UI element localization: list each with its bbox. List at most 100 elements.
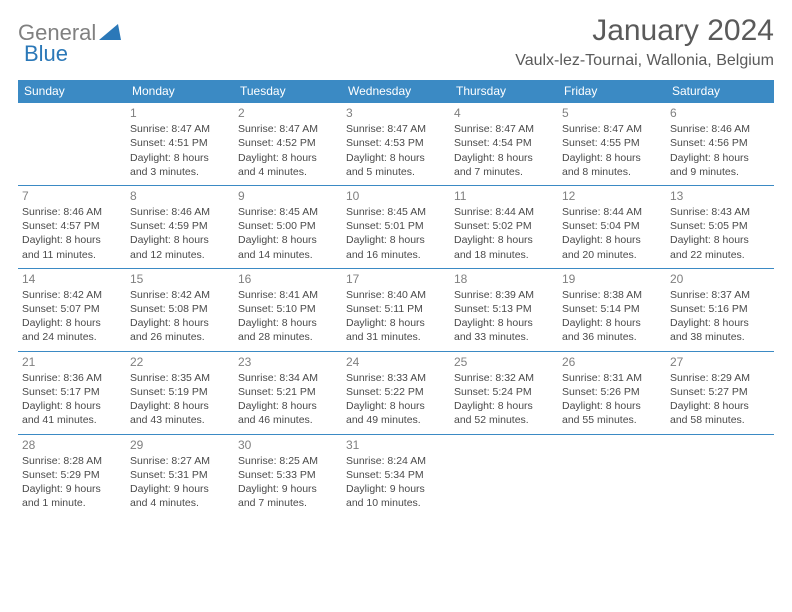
weekday-header-row: Sunday Monday Tuesday Wednesday Thursday… (18, 80, 774, 103)
weekday-header: Tuesday (234, 80, 342, 103)
sunrise-text: Sunrise: 8:41 AM (238, 288, 338, 302)
sunset-text: Sunset: 5:19 PM (130, 385, 230, 399)
day-cell: 27Sunrise: 8:29 AMSunset: 5:27 PMDayligh… (666, 351, 774, 434)
day-cell: 4Sunrise: 8:47 AMSunset: 4:54 PMDaylight… (450, 103, 558, 186)
daylight-text: Daylight: 8 hours (22, 399, 122, 413)
sunset-text: Sunset: 4:55 PM (562, 136, 662, 150)
day-number: 20 (670, 271, 770, 287)
daylight-text: Daylight: 8 hours (238, 233, 338, 247)
daylight-text: and 4 minutes. (238, 165, 338, 179)
day-number: 5 (562, 105, 662, 121)
sunset-text: Sunset: 5:33 PM (238, 468, 338, 482)
day-cell: 17Sunrise: 8:40 AMSunset: 5:11 PMDayligh… (342, 268, 450, 351)
day-cell: 21Sunrise: 8:36 AMSunset: 5:17 PMDayligh… (18, 351, 126, 434)
daylight-text: and 22 minutes. (670, 248, 770, 262)
sunrise-text: Sunrise: 8:40 AM (346, 288, 446, 302)
day-cell: 5Sunrise: 8:47 AMSunset: 4:55 PMDaylight… (558, 103, 666, 186)
day-cell (558, 434, 666, 516)
daylight-text: and 33 minutes. (454, 330, 554, 344)
sunrise-text: Sunrise: 8:44 AM (454, 205, 554, 219)
sunset-text: Sunset: 5:07 PM (22, 302, 122, 316)
sunrise-text: Sunrise: 8:47 AM (238, 122, 338, 136)
location-subtitle: Vaulx-lez-Tournai, Wallonia, Belgium (515, 52, 774, 70)
daylight-text: Daylight: 9 hours (238, 482, 338, 496)
daylight-text: Daylight: 8 hours (130, 151, 230, 165)
sunrise-text: Sunrise: 8:38 AM (562, 288, 662, 302)
day-number: 6 (670, 105, 770, 121)
sunrise-text: Sunrise: 8:45 AM (346, 205, 446, 219)
daylight-text: and 16 minutes. (346, 248, 446, 262)
daylight-text: Daylight: 8 hours (670, 399, 770, 413)
week-row: 14Sunrise: 8:42 AMSunset: 5:07 PMDayligh… (18, 268, 774, 351)
day-cell (450, 434, 558, 516)
day-cell (666, 434, 774, 516)
daylight-text: and 3 minutes. (130, 165, 230, 179)
logo-blue-text-wrap: Blue (24, 41, 68, 67)
sunrise-text: Sunrise: 8:36 AM (22, 371, 122, 385)
day-cell: 24Sunrise: 8:33 AMSunset: 5:22 PMDayligh… (342, 351, 450, 434)
sunset-text: Sunset: 5:17 PM (22, 385, 122, 399)
day-cell: 2Sunrise: 8:47 AMSunset: 4:52 PMDaylight… (234, 103, 342, 186)
daylight-text: and 55 minutes. (562, 413, 662, 427)
daylight-text: Daylight: 8 hours (670, 151, 770, 165)
daylight-text: and 11 minutes. (22, 248, 122, 262)
daylight-text: and 52 minutes. (454, 413, 554, 427)
title-block: January 2024 Vaulx-lez-Tournai, Wallonia… (515, 14, 774, 70)
daylight-text: Daylight: 8 hours (454, 233, 554, 247)
weekday-header: Wednesday (342, 80, 450, 103)
day-cell: 12Sunrise: 8:44 AMSunset: 5:04 PMDayligh… (558, 185, 666, 268)
day-cell: 9Sunrise: 8:45 AMSunset: 5:00 PMDaylight… (234, 185, 342, 268)
weekday-header: Thursday (450, 80, 558, 103)
sunset-text: Sunset: 5:16 PM (670, 302, 770, 316)
weekday-header: Friday (558, 80, 666, 103)
day-cell: 16Sunrise: 8:41 AMSunset: 5:10 PMDayligh… (234, 268, 342, 351)
daylight-text: and 5 minutes. (346, 165, 446, 179)
daylight-text: and 8 minutes. (562, 165, 662, 179)
day-cell: 31Sunrise: 8:24 AMSunset: 5:34 PMDayligh… (342, 434, 450, 516)
day-number: 29 (130, 437, 230, 453)
daylight-text: Daylight: 8 hours (346, 233, 446, 247)
daylight-text: Daylight: 8 hours (454, 151, 554, 165)
sunset-text: Sunset: 5:11 PM (346, 302, 446, 316)
day-cell: 7Sunrise: 8:46 AMSunset: 4:57 PMDaylight… (18, 185, 126, 268)
sunset-text: Sunset: 4:57 PM (22, 219, 122, 233)
sunrise-text: Sunrise: 8:47 AM (130, 122, 230, 136)
sunrise-text: Sunrise: 8:44 AM (562, 205, 662, 219)
daylight-text: Daylight: 8 hours (562, 316, 662, 330)
day-cell: 13Sunrise: 8:43 AMSunset: 5:05 PMDayligh… (666, 185, 774, 268)
day-number: 27 (670, 354, 770, 370)
day-cell (18, 103, 126, 186)
sunrise-text: Sunrise: 8:47 AM (562, 122, 662, 136)
sunrise-text: Sunrise: 8:35 AM (130, 371, 230, 385)
day-number: 1 (130, 105, 230, 121)
day-number: 23 (238, 354, 338, 370)
sunrise-text: Sunrise: 8:37 AM (670, 288, 770, 302)
daylight-text: Daylight: 8 hours (670, 316, 770, 330)
sunset-text: Sunset: 4:52 PM (238, 136, 338, 150)
weekday-header: Saturday (666, 80, 774, 103)
daylight-text: Daylight: 8 hours (562, 233, 662, 247)
day-cell: 15Sunrise: 8:42 AMSunset: 5:08 PMDayligh… (126, 268, 234, 351)
sunset-text: Sunset: 5:31 PM (130, 468, 230, 482)
sunset-text: Sunset: 5:05 PM (670, 219, 770, 233)
week-row: 28Sunrise: 8:28 AMSunset: 5:29 PMDayligh… (18, 434, 774, 516)
sunrise-text: Sunrise: 8:25 AM (238, 454, 338, 468)
logo-text-blue: Blue (24, 41, 68, 66)
daylight-text: Daylight: 8 hours (22, 316, 122, 330)
sunset-text: Sunset: 5:22 PM (346, 385, 446, 399)
sunrise-text: Sunrise: 8:43 AM (670, 205, 770, 219)
daylight-text: Daylight: 8 hours (238, 316, 338, 330)
daylight-text: and 31 minutes. (346, 330, 446, 344)
day-cell: 22Sunrise: 8:35 AMSunset: 5:19 PMDayligh… (126, 351, 234, 434)
daylight-text: and 7 minutes. (238, 496, 338, 510)
sunrise-text: Sunrise: 8:34 AM (238, 371, 338, 385)
day-number: 14 (22, 271, 122, 287)
day-number: 12 (562, 188, 662, 204)
daylight-text: and 58 minutes. (670, 413, 770, 427)
day-number: 9 (238, 188, 338, 204)
daylight-text: and 7 minutes. (454, 165, 554, 179)
day-cell: 29Sunrise: 8:27 AMSunset: 5:31 PMDayligh… (126, 434, 234, 516)
weekday-header: Monday (126, 80, 234, 103)
week-row: 7Sunrise: 8:46 AMSunset: 4:57 PMDaylight… (18, 185, 774, 268)
daylight-text: and 43 minutes. (130, 413, 230, 427)
